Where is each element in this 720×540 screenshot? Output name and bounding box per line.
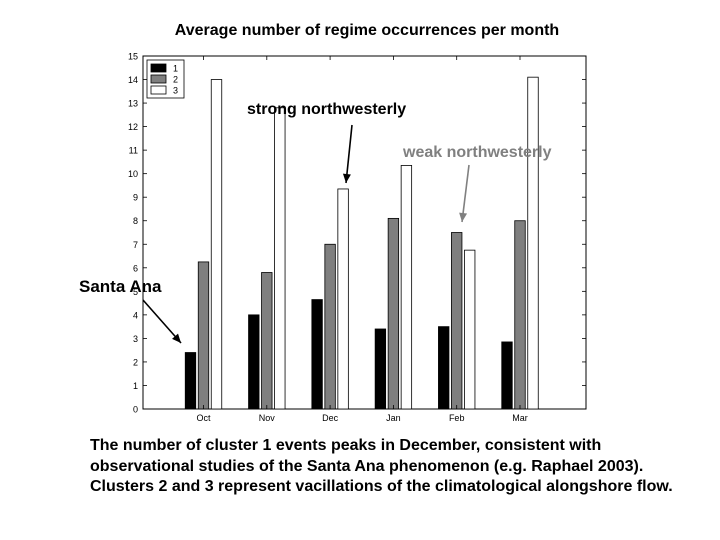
legend-swatch-1 bbox=[150, 63, 167, 73]
bar-series-3-oct bbox=[210, 79, 223, 410]
legend-label-3: 3 bbox=[173, 86, 178, 96]
x-tick-label: Mar bbox=[512, 413, 528, 423]
y-tick-label: 6 bbox=[133, 263, 138, 273]
x-tick-label: Dec bbox=[322, 413, 339, 423]
annotation-strong-northwesterly: strong northwesterly bbox=[247, 101, 407, 118]
chart-title: Average number of regime occurrences per… bbox=[174, 22, 560, 39]
y-tick-label: 1 bbox=[133, 381, 138, 391]
bar-series-1-jan bbox=[374, 328, 387, 410]
y-tick-label: 14 bbox=[128, 75, 138, 85]
x-tick-label: Oct bbox=[196, 413, 211, 423]
y-tick-label: 0 bbox=[133, 405, 138, 415]
bar-series-2-feb bbox=[451, 232, 463, 410]
x-tick-label: Nov bbox=[259, 413, 276, 423]
arrow-strong-northwesterly-head bbox=[342, 173, 351, 183]
y-tick-label: 12 bbox=[128, 122, 138, 132]
bar-series-3-dec bbox=[337, 188, 349, 410]
y-tick-label: 2 bbox=[133, 357, 138, 367]
bar-series-3-jan bbox=[400, 165, 413, 410]
arrow-santa-ana-line bbox=[142, 299, 182, 344]
bar-series-2-jan bbox=[387, 217, 400, 410]
y-tick-label: 5 bbox=[133, 287, 138, 297]
bar-series-1-nov bbox=[248, 314, 260, 410]
bar-series-1-oct bbox=[184, 352, 197, 410]
y-tick-label: 4 bbox=[133, 310, 138, 320]
x-tick-label: Feb bbox=[449, 413, 465, 423]
bar-series-2-mar bbox=[514, 220, 526, 410]
y-tick-label: 11 bbox=[129, 146, 138, 156]
legend-label-1: 1 bbox=[173, 64, 178, 74]
y-tick-label: 9 bbox=[133, 193, 138, 203]
legend-label-2: 2 bbox=[173, 75, 178, 85]
bar-series-3-feb bbox=[464, 249, 476, 410]
annotation-santa-ana: Santa Ana bbox=[79, 277, 162, 296]
arrow-santa-ana-head bbox=[172, 333, 181, 343]
bar-series-1-mar bbox=[501, 341, 513, 410]
bar-series-2-dec bbox=[324, 243, 336, 410]
y-tick-label: 10 bbox=[128, 169, 138, 179]
bar-series-2-nov bbox=[261, 272, 273, 410]
bar-series-1-dec bbox=[311, 299, 323, 410]
legend-swatch-3 bbox=[150, 85, 167, 95]
annotation-weak-northwesterly: weak northwesterly bbox=[403, 144, 552, 161]
arrow-weak-northwesterly-line bbox=[461, 164, 470, 223]
x-tick-label: Jan bbox=[386, 413, 401, 423]
y-tick-label: 3 bbox=[133, 334, 138, 344]
y-tick-label: 15 bbox=[128, 52, 138, 62]
bar-series-3-mar bbox=[527, 76, 539, 410]
caption-text: The number of cluster 1 events peaks in … bbox=[90, 437, 673, 495]
y-tick-label: 7 bbox=[133, 240, 138, 250]
legend-swatch-2 bbox=[150, 74, 167, 84]
bar-series-2-oct bbox=[197, 261, 210, 410]
arrow-weak-northwesterly-head bbox=[459, 212, 468, 222]
bar-series-3-nov bbox=[274, 107, 286, 410]
arrow-strong-northwesterly-line bbox=[345, 124, 353, 184]
y-tick-label: 13 bbox=[128, 99, 138, 109]
bar-series-1-feb bbox=[438, 326, 450, 410]
y-tick-label: 8 bbox=[133, 216, 138, 226]
